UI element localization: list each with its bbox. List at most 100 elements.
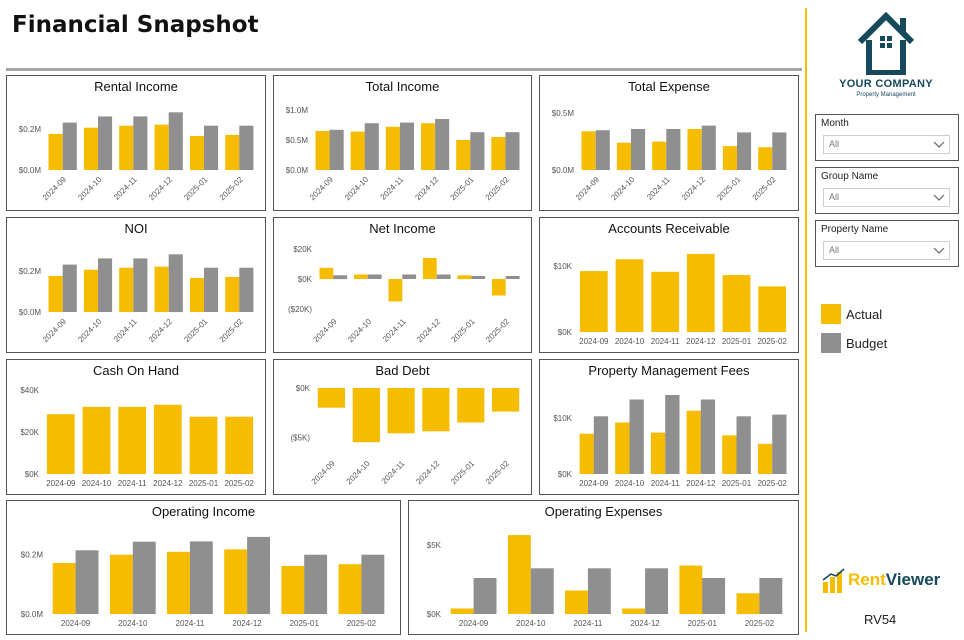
total-expense-card[interactable]: Total Expense $0.0M $0.5M 2024-09 2024-10 20…: [539, 75, 799, 211]
operating-expenses-card[interactable]: Operating Expenses $0K $5K 2024-09 2024-10 2…: [408, 500, 799, 635]
bar-actual[interactable]: [758, 147, 773, 170]
bar-actual[interactable]: [579, 271, 608, 332]
bar-budget[interactable]: [402, 274, 417, 280]
bar-actual[interactable]: [189, 416, 218, 474]
bar-actual[interactable]: [352, 388, 380, 443]
bar-budget[interactable]: [62, 122, 77, 170]
bar-actual[interactable]: [651, 271, 680, 332]
bar-budget[interactable]: [304, 554, 328, 614]
bar-budget[interactable]: [132, 541, 156, 614]
bar-budget[interactable]: [772, 414, 787, 474]
bar-actual[interactable]: [722, 146, 737, 170]
bar-actual[interactable]: [722, 275, 751, 332]
bar-budget[interactable]: [98, 116, 113, 170]
bar-actual[interactable]: [109, 554, 133, 614]
bar-budget[interactable]: [329, 129, 344, 170]
bar-actual[interactable]: [565, 590, 588, 615]
bar-actual[interactable]: [354, 274, 368, 280]
bar-actual[interactable]: [350, 131, 365, 170]
bar-budget[interactable]: [666, 129, 681, 170]
bar-budget[interactable]: [759, 578, 783, 614]
bar-actual[interactable]: [422, 388, 450, 432]
bar-actual[interactable]: [338, 564, 362, 614]
bar-actual[interactable]: [507, 535, 531, 614]
bar-actual[interactable]: [388, 279, 403, 302]
bar-actual[interactable]: [456, 140, 471, 170]
bar-budget[interactable]: [239, 267, 254, 312]
net-income-card[interactable]: Net Income $20K $0K ($20K) 2024-09 2024-10 20…: [273, 217, 532, 353]
bar-actual[interactable]: [491, 137, 506, 170]
operating-income-card[interactable]: Operating Income $0.0M $0.2M 2024-09 2024-1…: [6, 500, 401, 635]
bar-budget[interactable]: [700, 399, 716, 475]
bar-actual[interactable]: [82, 406, 111, 474]
bar-actual[interactable]: [46, 414, 75, 474]
property-management-fees-card[interactable]: Property Management Fees $0K $10K 2024-09 2…: [539, 359, 799, 495]
bar-budget[interactable]: [364, 123, 379, 170]
bar-actual[interactable]: [119, 125, 134, 170]
bar-actual[interactable]: [615, 259, 644, 332]
bar-budget[interactable]: [593, 416, 609, 474]
bar-budget[interactable]: [133, 258, 148, 312]
bar-budget[interactable]: [168, 112, 183, 171]
bar-budget[interactable]: [645, 568, 668, 614]
bar-actual[interactable]: [167, 551, 190, 614]
bar-actual[interactable]: [118, 406, 147, 474]
bar-budget[interactable]: [505, 276, 520, 279]
bar-budget[interactable]: [133, 116, 148, 170]
bar-actual[interactable]: [687, 129, 702, 170]
bar-actual[interactable]: [315, 131, 330, 170]
bar-actual[interactable]: [492, 388, 520, 412]
bar-budget[interactable]: [333, 275, 348, 280]
bar-actual[interactable]: [491, 279, 506, 296]
bar-actual[interactable]: [615, 422, 630, 475]
bar-budget[interactable]: [702, 578, 726, 614]
bar-budget[interactable]: [436, 274, 451, 280]
bar-actual[interactable]: [579, 433, 594, 474]
rental-income-card[interactable]: Rental Income $0.0M $0.2M 2024-09 2024-10 20…: [6, 75, 266, 211]
cash-on-hand-card[interactable]: Cash On Hand $0K $20K $40K 2024-09 2024-10 20…: [6, 359, 266, 495]
bar-budget[interactable]: [470, 132, 485, 170]
bar-actual[interactable]: [119, 267, 134, 312]
bar-actual[interactable]: [225, 416, 254, 474]
bar-budget[interactable]: [75, 550, 99, 614]
bar-budget[interactable]: [247, 536, 270, 614]
bar-actual[interactable]: [319, 267, 334, 280]
bar-actual[interactable]: [679, 565, 703, 614]
bar-budget[interactable]: [98, 258, 113, 312]
bar-actual[interactable]: [154, 266, 169, 312]
noi-card[interactable]: NOI $0.0M $0.2M 2024-09 2024-10 2024-11 2024-…: [6, 217, 266, 353]
bar-budget[interactable]: [505, 132, 520, 170]
bar-budget[interactable]: [399, 122, 414, 170]
bar-budget[interactable]: [473, 578, 497, 614]
bar-actual[interactable]: [622, 608, 646, 615]
bar-actual[interactable]: [48, 133, 63, 170]
bar-budget[interactable]: [189, 541, 213, 614]
bar-budget[interactable]: [530, 568, 554, 614]
bar-actual[interactable]: [317, 388, 345, 408]
bar-budget[interactable]: [367, 274, 382, 280]
bar-actual[interactable]: [385, 126, 400, 170]
bar-actual[interactable]: [457, 275, 472, 280]
bar-actual[interactable]: [224, 549, 248, 614]
bar-budget[interactable]: [471, 276, 486, 279]
bar-actual[interactable]: [758, 286, 787, 332]
bar-budget[interactable]: [435, 119, 450, 170]
bar-actual[interactable]: [686, 253, 715, 332]
bar-actual[interactable]: [52, 563, 76, 614]
bar-actual[interactable]: [422, 258, 437, 279]
bar-budget[interactable]: [595, 130, 610, 170]
bar-budget[interactable]: [665, 395, 680, 474]
bar-actual[interactable]: [225, 134, 240, 170]
bar-actual[interactable]: [450, 608, 474, 615]
bar-budget[interactable]: [736, 416, 751, 474]
bar-actual[interactable]: [281, 566, 305, 614]
bar-budget[interactable]: [62, 264, 77, 312]
bad-debt-card[interactable]: Bad Debt $0K ($5K) 2024-09 2024-10 2024-11 20…: [273, 359, 532, 495]
bar-actual[interactable]: [757, 443, 773, 474]
bar-actual[interactable]: [650, 432, 666, 474]
month-dropdown[interactable]: All: [823, 135, 950, 154]
bar-budget[interactable]: [631, 129, 646, 170]
total-income-card[interactable]: Total Income $0.0M $0.5M $1.0M 2024-09 2024-…: [273, 75, 532, 211]
bar-actual[interactable]: [616, 142, 631, 170]
group-name-dropdown[interactable]: All: [823, 188, 950, 207]
